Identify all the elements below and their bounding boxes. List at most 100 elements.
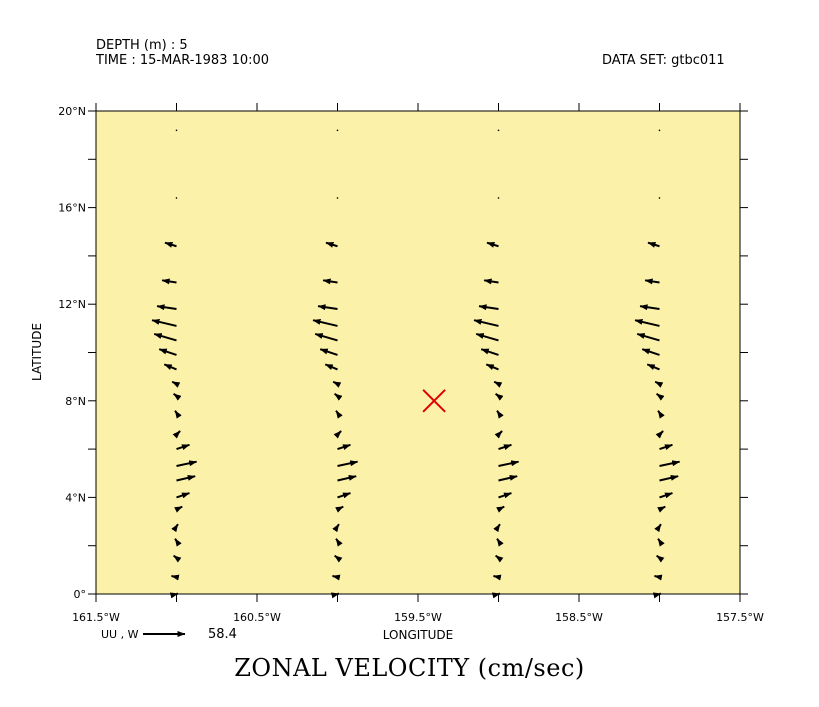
vector-arrow-c2-p11 [496, 410, 504, 419]
vector-arrow-c1-p10 [333, 430, 342, 439]
vector-arrow-c3-p13 [654, 380, 664, 388]
vector-arrow-c2-p15 [480, 348, 499, 356]
vector-arrow-c0-p3 [174, 538, 182, 547]
vector-arrow-c1-p15 [319, 348, 338, 356]
vector-arrow-c0-p12 [173, 393, 182, 401]
vector-arrow-c0-p5 [174, 505, 183, 513]
vector-arrow-c1-p5 [335, 505, 344, 513]
vector-arrow-c3-p20 [647, 241, 660, 248]
plot-title: ZONAL VELOCITY (cm/sec) [234, 654, 585, 682]
vector-arrow-c3-p10 [655, 430, 664, 439]
vector-arrow-c0-p17 [151, 318, 177, 327]
vector-arrow-c1-p4 [332, 523, 340, 533]
vector-arrow-c2-p5 [496, 505, 505, 513]
vector-arrow-c0-p11 [174, 410, 182, 419]
plot-area-background [96, 111, 740, 594]
vector-dot [336, 197, 339, 199]
vector-arrow-c0-p16 [153, 332, 177, 342]
vector-arrow-c2-p6 [498, 492, 512, 499]
vector-arrow-c2-p19 [483, 278, 499, 285]
vector-arrow-c3-p18 [639, 304, 660, 311]
vector-arrow-c3-p12 [656, 393, 665, 401]
vector-arrow-c3-p7 [659, 474, 679, 482]
vector-arrow-c2-p12 [495, 393, 504, 401]
vector-arrow-c0-p2 [173, 554, 182, 563]
vector-arrow-c1-p7 [337, 474, 357, 482]
y-tick-label-3: 12°N [58, 298, 86, 311]
vector-arrow-c1-p18 [317, 304, 338, 311]
vector-arrow-c1-p9 [337, 443, 351, 451]
vector-arrow-c2-p16 [475, 332, 499, 342]
vector-arrow-c3-p16 [636, 332, 660, 342]
vector-arrow-c0-p10 [172, 430, 181, 439]
vector-arrow-c3-p4 [654, 523, 662, 533]
y-tick-label-1: 4°N [65, 491, 86, 504]
vector-arrow-c3-p8 [659, 460, 681, 467]
vector-arrow-c0-p1 [170, 574, 180, 581]
vector-dot [658, 129, 661, 132]
vector-arrow-c2-p10 [494, 430, 503, 439]
y-tick-label-4: 16°N [58, 202, 86, 215]
y-tick-label-5: 20°N [58, 105, 86, 118]
vector-arrow-c2-p3 [496, 538, 504, 547]
x-tick-label-1: 160.5°W [233, 611, 281, 624]
vector-arrow-c3-p19 [644, 278, 660, 285]
reference-vector-value: 58.4 [208, 627, 237, 642]
vector-arrow-c0-p9 [176, 443, 190, 451]
reference-vector-label: UU , W [101, 628, 139, 641]
depth-label: DEPTH (m) : 5 [96, 38, 188, 53]
vector-arrow-c2-p14 [485, 363, 499, 371]
vector-arrow-c2-p8 [498, 460, 520, 467]
vector-arrow-c2-p18 [478, 304, 499, 311]
vector-arrow-c3-p14 [646, 363, 660, 371]
red-x-marker [422, 389, 446, 413]
vector-arrow-c0-p14 [163, 363, 177, 371]
vector-arrow-c1-p2 [334, 554, 343, 563]
x-tick-label-0: 161.5°W [72, 611, 120, 624]
vector-arrow-c0-p19 [161, 278, 177, 285]
vector-arrow-c2-p4 [493, 523, 501, 533]
vector-arrow-c1-p6 [337, 492, 351, 499]
vector-arrow-c1-p19 [322, 278, 338, 285]
vector-dot [497, 197, 500, 199]
marker-stroke-b [422, 389, 446, 413]
vector-arrow-c0-p6 [176, 492, 190, 499]
vector-arrow-c3-p2 [656, 554, 665, 563]
vector-arrow-c1-p11 [335, 410, 343, 419]
vector-arrow-c2-p20 [486, 241, 499, 248]
vector-arrow-c0-p18 [156, 304, 177, 311]
vector-arrow-c2-p1 [492, 574, 502, 581]
x-tick-label-4: 157.5°W [716, 611, 764, 624]
vector-arrow-c0-p7 [176, 474, 196, 482]
vector-arrow-c1-p20 [325, 241, 338, 248]
vector-arrow-c0-p15 [158, 348, 177, 356]
x-tick-label-2: 159.5°W [394, 611, 442, 624]
vector-arrow-c0-p4 [171, 523, 179, 533]
plot-frame [95, 110, 741, 595]
vector-arrow-c2-p13 [493, 380, 503, 388]
vector-arrow-c1-p3 [335, 538, 343, 547]
vector-arrow-c0-p20 [164, 241, 177, 248]
x-axis-label: LONGITUDE [383, 628, 453, 642]
y-tick-label-0: 0° [74, 588, 87, 601]
vector-arrow-c2-p7 [498, 474, 518, 482]
dataset-label: DATA SET: gtbc011 [602, 53, 725, 68]
vector-arrow-c1-p1 [331, 574, 341, 581]
vector-arrows [151, 129, 681, 599]
vector-arrow-c1-p14 [324, 363, 338, 371]
vector-dot [175, 129, 178, 132]
vector-arrow-c1-p16 [314, 332, 338, 342]
vector-arrow-c3-p9 [659, 443, 673, 451]
vector-arrow-c0-p13 [171, 380, 181, 388]
vector-arrow-c2-p2 [495, 554, 504, 563]
vector-dot [497, 129, 500, 132]
vector-arrow-c3-p1 [653, 574, 663, 581]
vector-dot [175, 197, 178, 199]
vector-arrow-c3-p6 [659, 492, 673, 499]
x-tick-label-3: 158.5°W [555, 611, 603, 624]
vector-arrow-c3-p17 [634, 318, 660, 327]
vector-arrow-c2-p9 [498, 443, 512, 451]
vector-arrow-c1-p17 [312, 318, 338, 327]
vector-arrow-c1-p8 [337, 460, 359, 467]
